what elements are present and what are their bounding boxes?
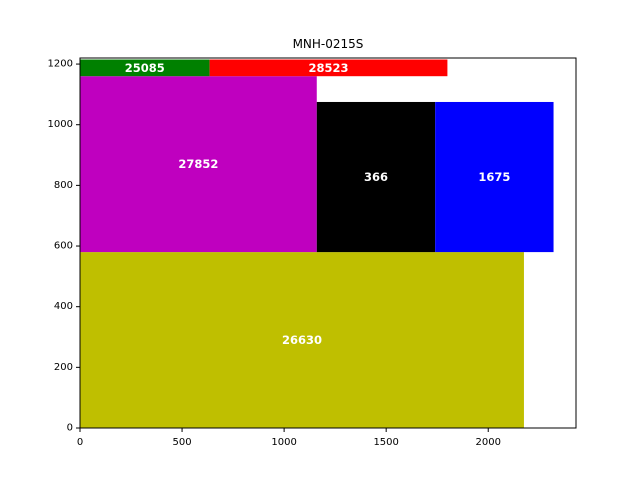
y-tick-label: 1200 xyxy=(48,59,73,70)
y-tick-label: 400 xyxy=(54,301,73,312)
rectangles-layer: 26630 27852 366 1675 25085 28523 xyxy=(80,59,554,428)
treemap-rect-1675 xyxy=(435,101,554,253)
plot-frame xyxy=(79,57,577,429)
y-tick-label: 600 xyxy=(54,241,73,252)
rect-label-26630: 26630 xyxy=(282,333,322,347)
treemap-rect-25085 xyxy=(80,59,210,77)
y-tick-label: 1000 xyxy=(48,119,73,130)
rect-label-1675: 1675 xyxy=(478,170,510,184)
chart-title: MNH-0215S xyxy=(293,37,364,51)
y-axis: 0 200 400 600 800 1000 1200 xyxy=(48,59,80,434)
x-tick-label: 0 xyxy=(77,437,83,448)
treemap-rect-28523 xyxy=(209,59,448,77)
x-tick-label: 1000 xyxy=(271,437,296,448)
rect-label-27852: 27852 xyxy=(178,157,218,171)
treemap-rect-366 xyxy=(316,101,436,253)
rect-label-28523: 28523 xyxy=(309,61,349,75)
rect-label-25085: 25085 xyxy=(125,61,165,75)
treemap-rect-26630 xyxy=(80,252,524,428)
y-tick-label: 200 xyxy=(54,362,73,373)
x-axis: 0 500 1000 1500 2000 xyxy=(77,428,501,448)
x-tick-label: 1500 xyxy=(373,437,398,448)
treemap-rect-27852 xyxy=(80,76,317,253)
y-tick-label: 0 xyxy=(67,423,73,434)
x-tick-label: 500 xyxy=(173,437,192,448)
x-tick-label: 2000 xyxy=(476,437,501,448)
y-tick-label: 800 xyxy=(54,180,73,191)
rect-label-366: 366 xyxy=(364,170,388,184)
